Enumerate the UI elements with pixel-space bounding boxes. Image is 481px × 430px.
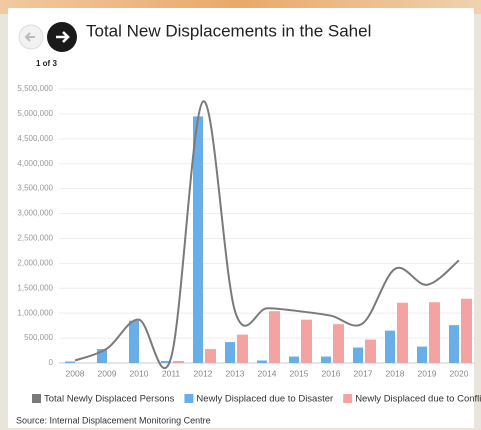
y-tick-label: 4,000,000 bbox=[17, 159, 53, 168]
bar bbox=[237, 334, 248, 363]
x-tick-label: 2020 bbox=[450, 368, 469, 378]
y-tick-label: 1,000,000 bbox=[17, 308, 53, 317]
bar bbox=[333, 324, 344, 363]
legend-swatch bbox=[32, 394, 41, 403]
x-tick-label: 2009 bbox=[98, 368, 117, 378]
legend-label: Total Newly Displaced Persons bbox=[44, 394, 175, 405]
y-tick-label: 5,000,000 bbox=[17, 109, 53, 118]
pager: 1 of 3 bbox=[36, 59, 57, 68]
x-tick-label: 2014 bbox=[258, 368, 277, 378]
y-tick-label: 2,000,000 bbox=[17, 258, 53, 267]
y-tick-label: 3,500,000 bbox=[17, 184, 53, 193]
y-tick-label: 1,500,000 bbox=[17, 283, 53, 292]
bar bbox=[97, 349, 107, 363]
bar bbox=[269, 311, 280, 363]
y-tick-label: 5,500,000 bbox=[17, 84, 53, 93]
y-tick-label: 2,500,000 bbox=[17, 234, 53, 243]
x-tick-label: 2016 bbox=[322, 368, 341, 378]
y-tick-label: 4,500,000 bbox=[17, 134, 53, 143]
x-tick-label: 2017 bbox=[354, 368, 373, 378]
x-tick-label: 2012 bbox=[194, 368, 213, 378]
bar bbox=[257, 360, 267, 363]
bar bbox=[205, 349, 216, 363]
x-tick-label: 2015 bbox=[290, 368, 309, 378]
x-tick-label: 2018 bbox=[386, 368, 405, 378]
bar bbox=[65, 361, 75, 363]
x-tick-label: 2008 bbox=[66, 368, 85, 378]
bar bbox=[429, 302, 440, 363]
bar bbox=[301, 319, 312, 363]
line bbox=[74, 100, 460, 369]
bar bbox=[397, 302, 408, 363]
bar bbox=[461, 298, 472, 363]
bar bbox=[225, 342, 235, 363]
bar bbox=[161, 361, 171, 363]
bar bbox=[385, 330, 395, 363]
x-tick-label: 2013 bbox=[226, 368, 245, 378]
y-tick-label: 500,000 bbox=[24, 333, 53, 342]
next-arrow bbox=[56, 31, 70, 43]
x-tick-label: 2019 bbox=[418, 368, 437, 378]
bar bbox=[365, 339, 376, 363]
bar bbox=[321, 356, 331, 363]
y-tick-label: 0 bbox=[49, 358, 54, 367]
bar bbox=[353, 347, 363, 363]
source: Source: Internal Displacement Monitoring… bbox=[16, 415, 211, 425]
x-tick-label: 2010 bbox=[130, 368, 149, 378]
legend-label: Newly Displaced due to Disaster bbox=[196, 394, 333, 405]
legend-swatch bbox=[184, 394, 194, 403]
x-tick-label: 2011 bbox=[162, 368, 181, 378]
card bbox=[8, 8, 474, 428]
bar bbox=[193, 116, 203, 364]
bar bbox=[129, 320, 139, 363]
y-tick-label: 3,000,000 bbox=[17, 209, 53, 218]
bar bbox=[289, 356, 299, 363]
legend-label: Newly Displaced due to Conflict bbox=[355, 394, 481, 405]
bar bbox=[449, 325, 459, 363]
prev-arrow bbox=[24, 32, 35, 42]
bar bbox=[173, 361, 184, 363]
legend-swatch bbox=[343, 394, 353, 403]
bar bbox=[417, 346, 427, 363]
chart-title: Total New Displacements in the Sahel bbox=[86, 21, 371, 40]
